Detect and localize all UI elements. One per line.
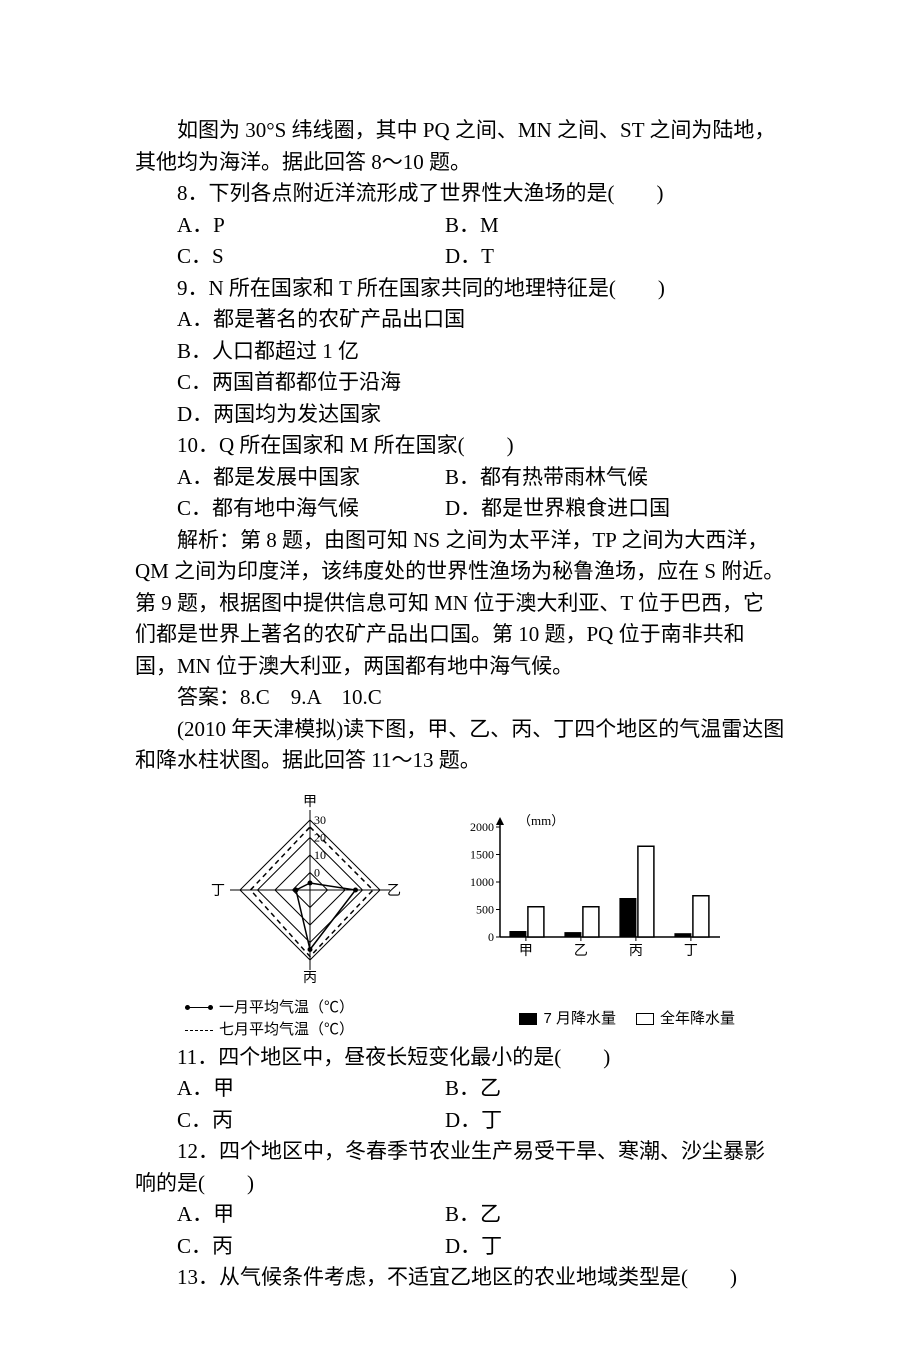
bar-chart: 0 500 1000 1500 2000 （mm） 甲 乙 丙 丁 <box>445 807 735 967</box>
q8-opt-d: D．T <box>445 241 785 273</box>
svg-text:1000: 1000 <box>470 875 494 889</box>
svg-text:乙: 乙 <box>574 943 588 959</box>
legend-annual-precip: 全年降水量 <box>636 997 735 1042</box>
svg-text:2000: 2000 <box>470 820 494 834</box>
svg-text:20: 20 <box>314 830 326 844</box>
q8-opt-b: B．M <box>445 210 785 242</box>
svg-text:丁: 丁 <box>211 884 225 899</box>
svg-text:丁: 丁 <box>684 944 698 959</box>
charts: 0102030甲乙丙丁 0500100015002000（mm）甲乙丙丁 一月平… <box>175 785 745 1042</box>
page: 如图为 30°S 纬线圈，其中 PQ 之间、MN 之间、ST 之间为陆地，其他均… <box>0 0 920 1354</box>
svg-text:（mm）: （mm） <box>518 813 564 828</box>
q13-stem: 13．从气候条件考虑，不适宜乙地区的农业地域类型是( ) <box>135 1262 785 1294</box>
answer-8-10: 答案：8.C 9.A 10.C <box>135 682 785 714</box>
q8-row-ab: A．P B．M <box>135 210 785 242</box>
svg-text:10: 10 <box>314 848 326 862</box>
q12-row-ab: A．甲 B．乙 <box>135 1199 785 1231</box>
svg-text:甲: 甲 <box>303 795 317 810</box>
q11-row-cd: C．丙 D．丁 <box>135 1105 785 1137</box>
q8-opt-c: C．S <box>135 241 445 273</box>
q11-opt-a: A．甲 <box>135 1073 445 1105</box>
legend-jul-temp: 七月平均气温（℃） <box>185 1019 354 1042</box>
q10-opt-a: A．都是发展中国家 <box>135 462 445 494</box>
explanation-8-10: 解析：第 8 题，由图可知 NS 之间为太平洋，TP 之间为大西洋，QM 之间为… <box>135 525 785 683</box>
legend-jul-precip: 7 月降水量 <box>519 997 616 1042</box>
svg-text:乙: 乙 <box>387 883 401 899</box>
intro-11-13: (2010 年天津模拟)读下图，甲、乙、丙、丁四个地区的气温雷达图和降水柱状图。… <box>135 714 785 777</box>
q11-opt-c: C．丙 <box>135 1105 445 1137</box>
chart-legend: 一月平均气温（℃） 七月平均气温（℃） 7 月降水量 全年降水量 <box>175 997 745 1042</box>
q9-opt-b: B．人口都超过 1 亿 <box>135 336 785 368</box>
q11-row-ab: A．甲 B．乙 <box>135 1073 785 1105</box>
q9-stem: 9．N 所在国家和 T 所在国家共同的地理特征是( ) <box>135 273 785 305</box>
q10-opt-c: C．都有地中海气候 <box>135 493 445 525</box>
q11-stem: 11．四个地区中，昼夜长短变化最小的是( ) <box>135 1042 785 1074</box>
q10-row-ab: A．都是发展中国家 B．都有热带雨林气候 <box>135 462 785 494</box>
q12-opt-c: C．丙 <box>135 1231 445 1263</box>
q12-stem: 12．四个地区中，冬春季节农业生产易受干旱、寒潮、沙尘暴影响的是( ) <box>135 1136 785 1199</box>
svg-text:30: 30 <box>314 813 326 827</box>
svg-text:0: 0 <box>314 865 320 879</box>
q9-opt-a: A．都是著名的农矿产品出口国 <box>135 304 785 336</box>
intro-8-10: 如图为 30°S 纬线圈，其中 PQ 之间、MN 之间、ST 之间为陆地，其他均… <box>135 115 785 178</box>
q9-opt-d: D．两国均为发达国家 <box>135 399 785 431</box>
svg-text:甲: 甲 <box>519 944 533 959</box>
q12-opt-d: D．丁 <box>445 1231 785 1263</box>
svg-text:500: 500 <box>476 902 494 916</box>
q11-opt-d: D．丁 <box>445 1105 785 1137</box>
q8-stem: 8．下列各点附近洋流形成了世界性大渔场的是( ) <box>135 178 785 210</box>
q11-opt-b: B．乙 <box>445 1073 785 1105</box>
q8-opt-a: A．P <box>135 210 445 242</box>
q9-opt-c: C．两国首都都位于沿海 <box>135 367 785 399</box>
legend-jan: 一月平均气温（℃） <box>185 997 354 1020</box>
q10-opt-d: D．都是世界粮食进口国 <box>445 493 785 525</box>
q12-opt-b: B．乙 <box>445 1199 785 1231</box>
q8-row-cd: C．S D．T <box>135 241 785 273</box>
radar-chart: 0 10 20 30 甲乙丙 丁 <box>195 785 425 995</box>
svg-text:1500: 1500 <box>470 847 494 861</box>
svg-text:丙: 丙 <box>303 971 317 986</box>
svg-text:丙: 丙 <box>629 944 643 959</box>
q10-stem: 10．Q 所在国家和 M 所在国家( ) <box>135 430 785 462</box>
q12-row-cd: C．丙 D．丁 <box>135 1231 785 1263</box>
q10-opt-b: B．都有热带雨林气候 <box>445 462 785 494</box>
svg-text:0: 0 <box>488 930 494 944</box>
q10-row-cd: C．都有地中海气候 D．都是世界粮食进口国 <box>135 493 785 525</box>
q12-opt-a: A．甲 <box>135 1199 445 1231</box>
